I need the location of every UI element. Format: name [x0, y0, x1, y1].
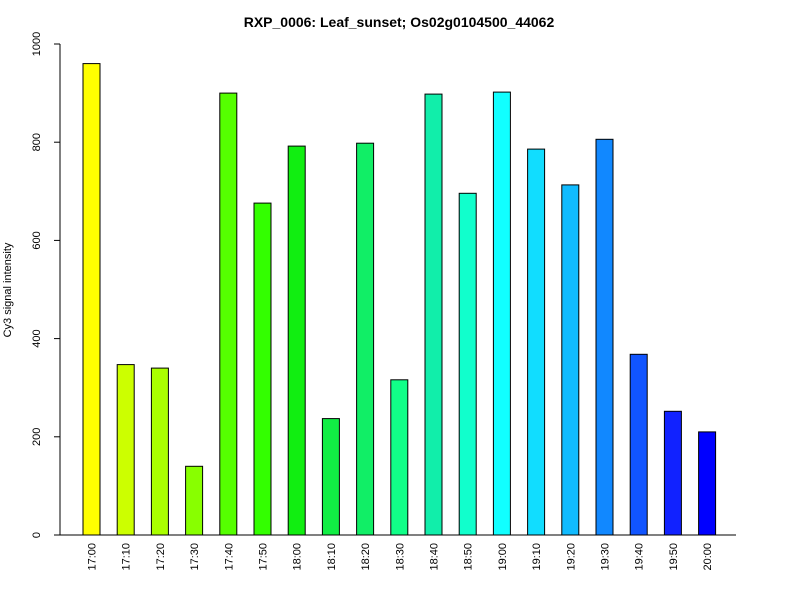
- y-tick-label: 800: [31, 133, 43, 151]
- bar-1950: [663, 410, 682, 536]
- x-tick-label: 18:30: [394, 543, 406, 571]
- x-tick-label: 19:10: [531, 543, 543, 571]
- bar-1850: [458, 192, 477, 536]
- x-tick-label: 19:00: [497, 543, 509, 571]
- x-tick-label: 17:00: [87, 543, 99, 571]
- y-axis-label: Cy3 signal intensity: [2, 242, 14, 337]
- y-tick-label: 200: [31, 428, 43, 446]
- bar-1750: [253, 202, 272, 536]
- y-axis: 0 200 400 600 800 1000: [31, 32, 61, 538]
- y-tick-label: 400: [31, 329, 43, 347]
- x-tick-label: 17:50: [258, 543, 270, 571]
- x-tick-label: 20:00: [702, 543, 714, 571]
- x-axis: 17:00 17:10 17:20 17:30 17:40 17:50 18:00 18:10…: [60, 534, 736, 571]
- x-tick-label: 18:40: [429, 543, 441, 571]
- x-tick-label: 19:40: [634, 543, 646, 571]
- bar-1820: [356, 142, 375, 536]
- y-tick-label: 600: [31, 231, 43, 249]
- x-tick-label: 18:10: [326, 543, 338, 571]
- bar-1800: [287, 145, 306, 536]
- bar-1700: [82, 63, 101, 536]
- bar-1900: [492, 91, 511, 536]
- bar-1840: [424, 93, 443, 536]
- x-tick-label: 17:40: [223, 543, 235, 571]
- bar-1920: [561, 184, 580, 536]
- x-tick-label: 17:30: [189, 543, 201, 571]
- x-tick-label: 19:20: [565, 543, 577, 571]
- x-tick-label: 19:30: [600, 543, 612, 571]
- bar-2000: [698, 431, 717, 536]
- bar-1940: [629, 353, 648, 536]
- y-tick-label: 1000: [31, 32, 43, 56]
- x-tick-label: 17:20: [155, 543, 167, 571]
- x-tick-label: 18:20: [360, 543, 372, 571]
- bar-1710: [116, 364, 135, 536]
- bar-1740: [219, 92, 238, 536]
- bar-1810: [321, 418, 340, 536]
- bar-1830: [390, 379, 409, 536]
- y-tick-label: 0: [31, 532, 43, 538]
- x-tick-label: 17:10: [121, 543, 133, 571]
- x-tick-label: 19:50: [668, 543, 680, 571]
- bars-group: [82, 63, 717, 536]
- bar-1910: [527, 148, 546, 536]
- x-tick-label: 18:00: [292, 543, 304, 571]
- bar-1730: [185, 465, 204, 536]
- x-tick-label: 18:50: [463, 543, 475, 571]
- bar-1930: [595, 138, 614, 536]
- chart-title: RXP_0006: Leaf_sunset; Os02g0104500_4406…: [244, 14, 555, 30]
- bar-1720: [150, 367, 169, 536]
